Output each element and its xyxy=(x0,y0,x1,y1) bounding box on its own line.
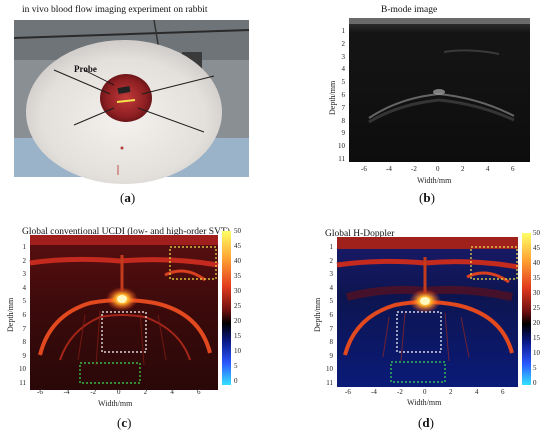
hdoppler-image xyxy=(336,237,519,387)
panel-b-ytick-tick-4: 5 xyxy=(341,78,346,87)
panel-c-xtick-tick-3: 0 xyxy=(117,388,121,396)
panel-b-xtick-tick-4: 2 xyxy=(461,165,465,173)
panel-d-cbtick-tick-10: 0 xyxy=(533,379,537,387)
panel-b-xtick-tick-5: 4 xyxy=(486,165,490,173)
bmode-image xyxy=(349,18,530,162)
panel-b-ytick-tick-10: 11 xyxy=(338,155,345,163)
probe-label: Probe xyxy=(74,64,97,74)
panel-d-xlabel: Width/mm xyxy=(407,398,442,407)
rabbit-photo xyxy=(13,19,250,184)
panel-c: Global conventional UCDI (low- and high-… xyxy=(0,215,275,439)
panel-c-xtick-tick-0: -6 xyxy=(37,388,43,396)
panel-c-cbtick-tick-0: 50 xyxy=(234,227,241,235)
panel-d-ytick-tick-6: 7 xyxy=(329,324,334,333)
panel-c-ytick-tick-10: 11 xyxy=(19,379,26,387)
panel-b-ytick-tick-7: 8 xyxy=(341,116,346,125)
panel-b-caption: (b) xyxy=(419,190,435,205)
panel-c-xtick-tick-4: 2 xyxy=(143,388,148,396)
panel-c-ytick-tick-0: 1 xyxy=(22,243,27,251)
panel-c-ytick-tick-2: 3 xyxy=(22,270,27,279)
panel-c-ytick-tick-9: 10 xyxy=(19,365,26,374)
panel-d-ytick-tick-3: 4 xyxy=(329,283,334,292)
panel-a-caption: (a) xyxy=(120,190,136,205)
panel-d-ytick-tick-0: 1 xyxy=(329,243,334,251)
panel-d-xtick-tick-5: 4 xyxy=(475,388,479,396)
panel-b-xtick-tick-2: -2 xyxy=(411,165,417,173)
panel-c-cbtick-tick-7: 15 xyxy=(234,332,241,340)
panel-c-xtick-tick-2: -2 xyxy=(90,388,97,396)
panel-b-ytick-tick-6: 7 xyxy=(341,103,346,112)
panel-d-title: Global H-Doppler xyxy=(325,229,395,239)
panel-b-xtick-tick-3: 0 xyxy=(436,165,440,173)
panel-c-caption: (c) xyxy=(117,415,132,430)
panel-a-title: in vivo blood flow imaging experiment on… xyxy=(22,5,208,15)
panel-b-ytick-tick-2: 3 xyxy=(341,52,346,61)
panel-b-ytick-tick-0: 1 xyxy=(341,27,346,35)
panel-d-ytick-tick-2: 3 xyxy=(329,270,334,279)
panel-d-xtick-tick-4: 2 xyxy=(449,388,453,396)
panel-c-colorbar xyxy=(222,231,231,385)
panel-c-title: Global conventional UCDI (low- and high-… xyxy=(22,227,230,237)
panel-d-cbtick-tick-6: 20 xyxy=(533,319,540,327)
panel-d-cbtick-tick-0: 50 xyxy=(533,229,540,237)
panel-d-ytick-tick-5: 6 xyxy=(329,311,334,319)
panel-d-xtick-tick-3: 0 xyxy=(423,388,427,396)
panel-c-cbtick-tick-8: 10 xyxy=(234,347,241,355)
panel-c-cbtick-tick-1: 45 xyxy=(234,242,241,250)
panel-c-cbtick-tick-5: 25 xyxy=(234,302,241,310)
panel-c-ytick-tick-6: 7 xyxy=(22,324,27,333)
panel-d-ytick-tick-8: 9 xyxy=(329,351,334,360)
panel-b-ytick-tick-9: 10 xyxy=(338,142,345,151)
panel-c-cbtick-tick-3: 35 xyxy=(234,272,241,280)
panel-d-cbtick-tick-8: 10 xyxy=(533,349,540,357)
panel-b-ytick-tick-5: 6 xyxy=(341,91,346,99)
panel-d-cbtick-tick-7: 15 xyxy=(533,334,540,342)
panel-c-ytick-tick-7: 8 xyxy=(22,338,27,347)
panel-c-xtick-tick-1: -4 xyxy=(63,388,70,396)
panel-d-ytick-tick-7: 8 xyxy=(329,338,334,347)
panel-c-xlabel: Width/mm xyxy=(98,399,133,408)
panel-c-cbtick-tick-2: 40 xyxy=(234,257,241,265)
panel-c-cbtick-tick-6: 20 xyxy=(234,317,241,325)
panel-d-cbtick-tick-9: 5 xyxy=(533,364,537,372)
panel-d-cbtick-tick-1: 45 xyxy=(533,244,540,252)
panel-d-colorbar xyxy=(522,233,531,385)
panel-b-ytick-tick-1: 2 xyxy=(341,39,346,48)
panel-b-xtick-tick-6: 6 xyxy=(511,165,515,173)
panel-d-cbtick-tick-4: 30 xyxy=(533,289,540,297)
panel-b-ytick-tick-3: 4 xyxy=(341,65,346,74)
panel-d-caption: (d) xyxy=(418,415,434,430)
panel-d-ytick-tick-1: 2 xyxy=(329,256,334,265)
panel-b: B-mode image Depth/mm 1 2 3 4 5 6 7 8 9 10 11 -6 -4… xyxy=(275,0,550,215)
panel-c-ytick-tick-8: 9 xyxy=(22,351,27,360)
panel-b-xtick-tick-1: -4 xyxy=(386,165,392,173)
panel-d-xtick-tick-2: -2 xyxy=(397,388,403,396)
ucdi-image xyxy=(29,235,219,390)
panel-d-cbtick-tick-2: 40 xyxy=(533,259,540,267)
panel-b-title: B-mode image xyxy=(381,5,438,15)
panel-c-ytick-tick-1: 2 xyxy=(22,256,27,265)
panel-b-ytick-tick-8: 9 xyxy=(341,129,346,138)
panel-c-cbtick-tick-9: 5 xyxy=(234,362,238,370)
panel-d-ytick-tick-4: 5 xyxy=(329,297,334,306)
panel-c-cbtick-tick-4: 30 xyxy=(234,287,241,295)
panel-d-cbtick-tick-3: 35 xyxy=(533,274,540,282)
panel-b-xlabel: Width/mm xyxy=(417,176,452,185)
panel-d-xtick-tick-1: -4 xyxy=(371,388,377,396)
panel-d-xtick-tick-6: 6 xyxy=(501,388,505,396)
panel-a: in vivo blood flow imaging experiment on… xyxy=(0,0,275,215)
panel-d-xtick-tick-0: -6 xyxy=(345,388,351,396)
panel-c-xtick-tick-6: 6 xyxy=(197,388,201,396)
panel-c-ytick-tick-5: 6 xyxy=(22,311,27,319)
panel-c-xtick-tick-5: 4 xyxy=(170,388,174,396)
panel-b-xtick-tick-0: -6 xyxy=(361,165,367,173)
panel-c-ytick-tick-4: 5 xyxy=(22,297,27,306)
panel-c-cbtick-tick-10: 0 xyxy=(234,377,238,385)
panel-d-ytick-tick-10: 11 xyxy=(326,379,333,387)
panel-d: Global H-Doppler xyxy=(275,215,550,439)
panel-d-cbtick-tick-5: 25 xyxy=(533,304,540,312)
panel-d-ytick-tick-9: 10 xyxy=(326,365,333,374)
panel-c-ytick-tick-3: 4 xyxy=(22,283,27,292)
